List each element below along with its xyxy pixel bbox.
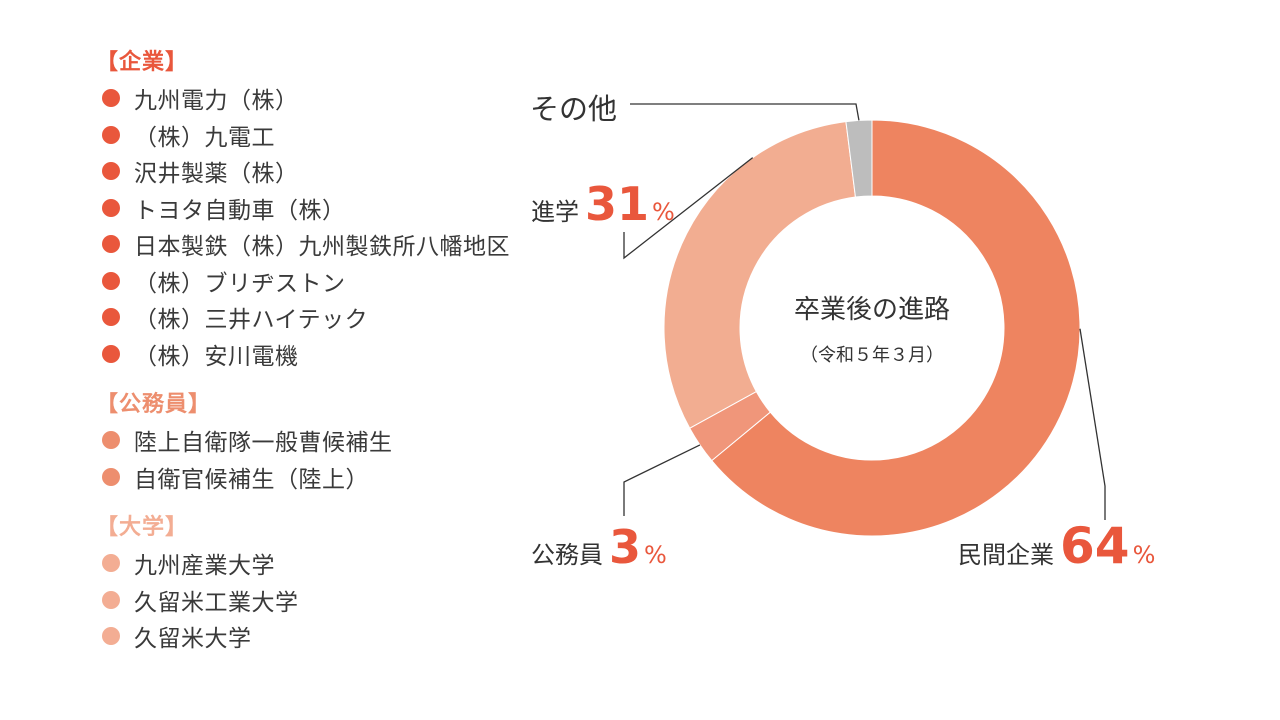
legend-item: 沢井製薬（株） bbox=[96, 153, 536, 190]
bullet-dot-icon bbox=[102, 344, 120, 363]
legend-item: トヨタ自動車（株） bbox=[96, 190, 536, 227]
bullet-dot-icon bbox=[102, 89, 120, 108]
leader-lines bbox=[623, 103, 1106, 520]
bullet-dot-icon bbox=[102, 554, 120, 573]
slice-label-value: 3 bbox=[609, 520, 641, 574]
legend-group: 【企業】九州電力（株） （株）九電工 沢井製薬（株） トヨタ自動車（株） 日本製鉄（株）… bbox=[96, 46, 536, 372]
legend-item-label: 日本製鉄（株）九州製鉄所八幡地区 bbox=[134, 234, 510, 261]
slice-label-unit: % bbox=[644, 541, 667, 569]
leader-line-3 bbox=[630, 103, 860, 121]
legend-item: 日本製鉄（株）九州製鉄所八幡地区 bbox=[96, 226, 536, 263]
slice-label-0: 民間企業 64% bbox=[958, 517, 1155, 575]
legend-item-label: 久留米工業大学 bbox=[134, 589, 299, 616]
legend-group: 【大学】九州産業大学 久留米工業大学 久留米大学 bbox=[96, 511, 536, 655]
legend-item-label: 九州産業大学 bbox=[134, 553, 275, 580]
legend-group-title: 【企業】 bbox=[96, 50, 189, 75]
legend-item-label: （株）ブリヂストン bbox=[134, 270, 346, 297]
bullet-dot-icon bbox=[102, 271, 120, 290]
legend-item: （株）ブリヂストン bbox=[96, 263, 536, 300]
leader-line-0 bbox=[1079, 328, 1106, 520]
legend-group: 【公務員】陸上自衛隊一般曹候補生 自衛官候補生（陸上） bbox=[96, 388, 536, 495]
legend-item: 久留米工業大学 bbox=[96, 582, 536, 619]
legend-item-label: 九州電力（株） bbox=[134, 88, 299, 115]
leader-line-2 bbox=[623, 157, 754, 260]
legend-item-label: （株）安川電機 bbox=[134, 343, 299, 370]
bullet-dot-icon bbox=[102, 162, 120, 181]
slice-label-name: 公務員 bbox=[531, 541, 603, 569]
slice-3 bbox=[845, 119, 873, 198]
legend-item: 九州電力（株） bbox=[96, 80, 536, 117]
slice-label-2: 進学 31% bbox=[531, 177, 675, 231]
legend-item: 久留米大学 bbox=[96, 618, 536, 655]
legend-item-label: 沢井製薬（株） bbox=[134, 161, 299, 188]
legend-item: 九州産業大学 bbox=[96, 545, 536, 582]
legend: 【企業】九州電力（株） （株）九電工 沢井製薬（株） トヨタ自動車（株） 日本製鉄（株）… bbox=[96, 46, 536, 671]
legend-item-label: トヨタ自動車（株） bbox=[134, 197, 346, 224]
slice-0 bbox=[711, 119, 1081, 537]
bullet-dot-icon bbox=[102, 590, 120, 609]
bullet-dot-icon bbox=[102, 235, 120, 254]
legend-item: （株）三井ハイテック bbox=[96, 299, 536, 336]
slice-label-1: 公務員 3% bbox=[531, 520, 667, 574]
slice-label-name: その他 bbox=[530, 92, 617, 126]
bullet-dot-icon bbox=[102, 431, 120, 450]
legend-item-label: 陸上自衛隊一般曹候補生 bbox=[134, 430, 393, 457]
slice-label-value: 64 bbox=[1060, 517, 1130, 575]
bullet-dot-icon bbox=[102, 627, 120, 646]
slice-labels: 民間企業 64 %公務員 3 %進学 31 %その他 bbox=[530, 92, 1155, 575]
chart-slices bbox=[663, 119, 1081, 537]
chart-subtitle: （令和５年３月） bbox=[800, 345, 944, 366]
legend-item-label: （株）三井ハイテック bbox=[134, 307, 369, 334]
legend-item: 自衛官候補生（陸上） bbox=[96, 459, 536, 496]
legend-item-label: （株）九電工 bbox=[134, 124, 275, 151]
bullet-dot-icon bbox=[102, 125, 120, 144]
slice-label-3: その他 bbox=[530, 92, 617, 126]
slice-label-unit: % bbox=[1133, 541, 1156, 569]
slice-label-unit: % bbox=[652, 198, 675, 226]
legend-group-title: 【大学】 bbox=[96, 515, 189, 540]
legend-item-label: 自衛官候補生（陸上） bbox=[134, 466, 369, 493]
leader-line-1 bbox=[623, 444, 701, 516]
legend-item: （株）安川電機 bbox=[96, 336, 536, 373]
legend-item: （株）九電工 bbox=[96, 117, 536, 154]
legend-item-label: 久留米大学 bbox=[134, 626, 252, 653]
bullet-dot-icon bbox=[102, 467, 120, 486]
bullet-dot-icon bbox=[102, 308, 120, 327]
slice-label-name: 民間企業 bbox=[958, 541, 1054, 569]
slice-2 bbox=[663, 121, 857, 429]
slice-label-value: 31 bbox=[585, 177, 649, 231]
bullet-dot-icon bbox=[102, 198, 120, 217]
legend-item: 陸上自衛隊一般曹候補生 bbox=[96, 422, 536, 459]
chart-title: 卒業後の進路 bbox=[794, 295, 950, 325]
slice-label-name: 進学 bbox=[531, 198, 579, 226]
legend-group-title: 【公務員】 bbox=[96, 392, 212, 417]
